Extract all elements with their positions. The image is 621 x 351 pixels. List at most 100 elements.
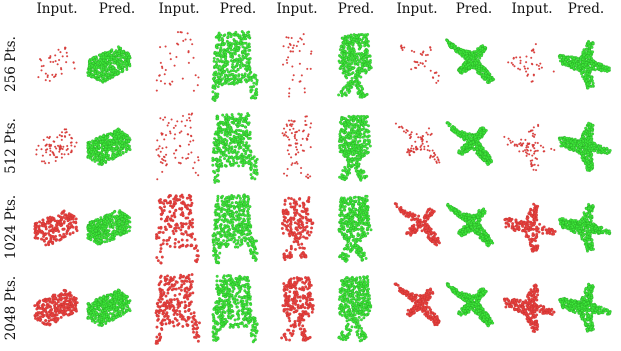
point xyxy=(347,156,351,160)
point xyxy=(157,147,160,150)
point xyxy=(352,48,356,52)
point xyxy=(173,64,176,67)
point xyxy=(253,177,257,181)
point xyxy=(231,66,235,70)
point xyxy=(65,61,68,64)
point xyxy=(49,149,52,152)
point xyxy=(349,117,353,121)
point xyxy=(48,57,51,59)
point xyxy=(346,40,350,43)
point xyxy=(355,52,359,56)
point xyxy=(194,74,197,77)
point xyxy=(584,79,588,83)
point xyxy=(117,134,121,138)
point xyxy=(285,174,288,177)
pointcloud-svg xyxy=(282,33,313,98)
point xyxy=(409,135,412,138)
point xyxy=(516,145,519,148)
point xyxy=(363,49,367,53)
point xyxy=(240,136,244,140)
point xyxy=(233,155,237,159)
point xyxy=(353,129,356,133)
input-car-pointcloud xyxy=(27,106,85,186)
point xyxy=(103,147,107,151)
point xyxy=(346,47,350,51)
point xyxy=(162,118,165,121)
point xyxy=(178,131,181,134)
point xyxy=(351,163,355,167)
point xyxy=(232,69,236,72)
point xyxy=(176,42,179,45)
point xyxy=(232,33,236,37)
point xyxy=(52,140,55,143)
point xyxy=(562,56,566,60)
point xyxy=(350,157,354,161)
point xyxy=(533,51,536,54)
point xyxy=(249,164,253,168)
column-header-pred: Pred. xyxy=(567,1,605,17)
point xyxy=(119,46,122,50)
point xyxy=(511,63,514,66)
point xyxy=(587,49,591,53)
point xyxy=(54,145,57,148)
point xyxy=(223,33,227,37)
row-label-2048: 2048 Pts. xyxy=(3,275,19,341)
point xyxy=(42,238,46,242)
point xyxy=(303,91,306,94)
point xyxy=(537,124,540,127)
input-office-chair-pointcloud xyxy=(268,24,326,104)
point xyxy=(298,62,301,65)
point xyxy=(100,146,104,149)
point xyxy=(186,156,189,159)
point xyxy=(433,158,436,161)
point xyxy=(294,142,297,145)
point xyxy=(282,63,285,66)
point xyxy=(538,67,541,70)
point xyxy=(582,67,586,71)
point xyxy=(347,153,351,157)
point xyxy=(576,57,580,61)
point xyxy=(590,153,594,157)
point xyxy=(450,43,454,47)
point xyxy=(233,161,237,165)
point xyxy=(422,50,425,53)
point xyxy=(230,128,234,132)
point xyxy=(410,144,413,147)
point xyxy=(586,146,590,150)
point xyxy=(176,120,179,123)
point xyxy=(458,50,462,54)
point xyxy=(340,150,344,154)
point xyxy=(225,68,229,71)
point xyxy=(297,40,300,43)
point xyxy=(57,48,60,51)
point xyxy=(475,58,479,62)
point xyxy=(221,120,225,124)
point xyxy=(591,123,595,127)
point xyxy=(72,61,75,64)
point xyxy=(470,134,474,138)
point xyxy=(230,163,234,166)
point xyxy=(349,33,353,37)
point xyxy=(586,65,590,69)
point xyxy=(165,146,168,149)
point xyxy=(339,66,343,70)
point xyxy=(350,37,354,41)
point xyxy=(104,68,108,72)
point xyxy=(291,162,294,165)
point xyxy=(295,139,298,141)
point xyxy=(351,67,355,70)
point xyxy=(367,139,371,142)
point xyxy=(570,141,574,145)
point xyxy=(127,139,131,143)
point xyxy=(589,136,593,140)
point xyxy=(356,170,360,174)
point xyxy=(234,44,237,48)
point xyxy=(533,150,536,153)
point xyxy=(121,151,125,155)
point xyxy=(44,162,47,165)
point xyxy=(584,139,588,143)
point xyxy=(225,141,229,145)
point xyxy=(58,59,61,62)
point xyxy=(247,155,251,159)
point xyxy=(590,128,593,131)
